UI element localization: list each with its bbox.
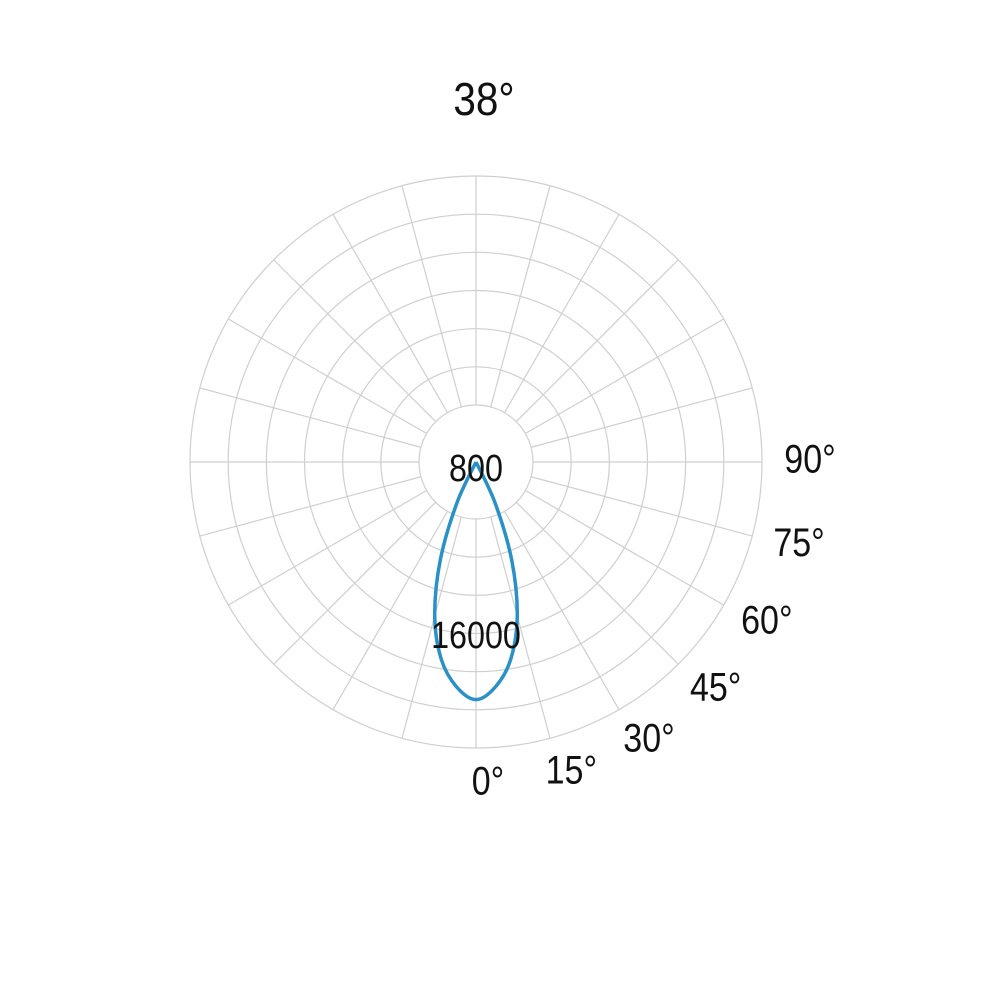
grid-spoke: [273, 501, 437, 665]
grid-spoke: [199, 476, 422, 537]
grid-spoke: [503, 214, 620, 413]
r-tick-label: 800: [449, 447, 503, 489]
grid-spoke: [530, 476, 753, 537]
grid-spoke: [515, 501, 679, 665]
theta-tick-label: 75°: [773, 519, 824, 564]
grid-spoke: [515, 259, 679, 423]
r-tick-label: 16000: [431, 615, 521, 657]
grid-spoke: [228, 489, 427, 606]
grid-spoke: [401, 516, 462, 739]
grid-spoke: [490, 516, 551, 739]
grid-spoke: [273, 259, 437, 423]
theta-tick-label: 90°: [784, 436, 835, 481]
intensity-curve: [432, 461, 520, 702]
theta-tick-label: 45°: [690, 664, 741, 709]
grid-spoke: [525, 318, 724, 435]
grid-spoke: [490, 185, 551, 408]
grid-spoke: [228, 318, 427, 435]
theta-tick-label: 60°: [741, 597, 792, 642]
theta-tick-label: 0°: [472, 758, 505, 803]
grid-spoke: [332, 214, 449, 413]
grid-spoke: [401, 185, 462, 408]
chart-title: 38°: [453, 75, 514, 126]
grid-spoke: [332, 511, 449, 710]
grid-spoke: [525, 489, 724, 606]
theta-tick-label: 30°: [623, 715, 674, 760]
theta-tick-label: 15°: [546, 747, 597, 792]
grid-spoke: [530, 387, 753, 448]
grid: [189, 175, 763, 749]
grid-spoke: [503, 511, 620, 710]
grid-spoke: [199, 387, 422, 448]
